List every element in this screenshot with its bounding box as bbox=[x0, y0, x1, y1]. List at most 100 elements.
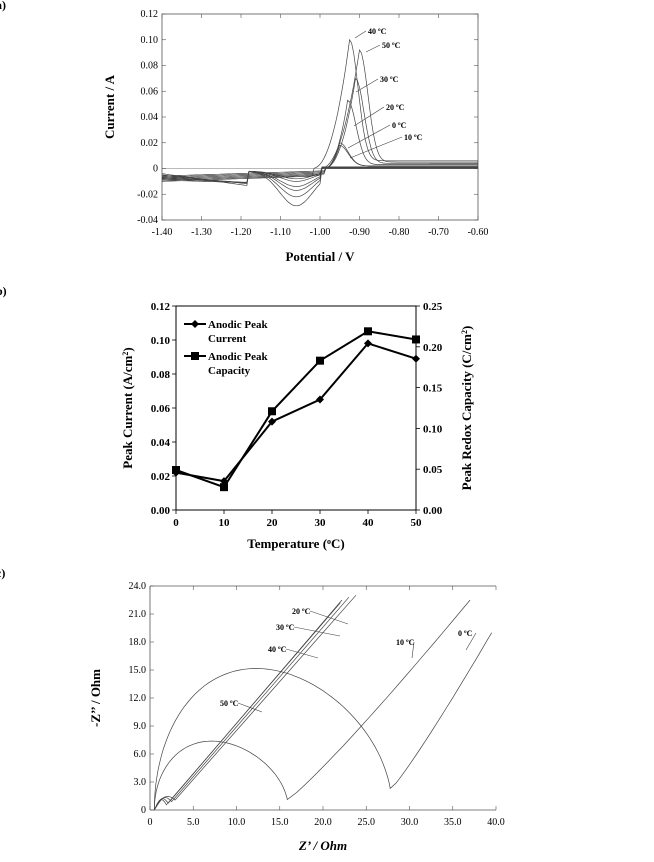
nyquist-series-line bbox=[154, 595, 357, 811]
nyquist-series-line bbox=[153, 632, 493, 811]
nyquist-annotation-leader bbox=[237, 702, 263, 713]
cv-x-tick-label: -1.10 bbox=[270, 227, 291, 238]
temp-y2-tick-label: 0.10 bbox=[423, 423, 443, 435]
nyquist-y-tick-label: 9.0 bbox=[134, 721, 147, 732]
nyquist-x-axis-label: Z’ / Ohm bbox=[298, 838, 347, 853]
temp-series-line bbox=[175, 330, 417, 489]
nyquist-x-tick-label: 10.0 bbox=[228, 817, 246, 828]
nyquist-series-line bbox=[153, 602, 341, 811]
temp-y-tick-label: 0.10 bbox=[151, 335, 171, 347]
nyquist-series-annotation: 10 ºC bbox=[396, 638, 415, 647]
nyquist-x-tick-label: 30.0 bbox=[401, 817, 419, 828]
cv-y-tick-label: 0.08 bbox=[141, 61, 159, 72]
nyquist-series-line bbox=[153, 599, 343, 811]
temp-plot: 0 10 20 30 40 500.000.020.040.060.080.100.120… bbox=[151, 301, 443, 529]
nyquist-series-line bbox=[153, 599, 471, 811]
cv-y-tick-label: -0.04 bbox=[137, 215, 158, 226]
temp-y2-tick-label: 0.25 bbox=[423, 301, 443, 313]
cv-annotation-leader bbox=[355, 78, 379, 93]
nyquist-series-annotation: 30 ºC bbox=[276, 623, 295, 632]
cv-annotation-leader bbox=[349, 136, 403, 159]
nyquist-y-tick-label: 24.0 bbox=[129, 581, 147, 592]
temp-y-tick-label: 0.00 bbox=[151, 505, 171, 517]
cv-x-tick-label: -1.40 bbox=[152, 227, 173, 238]
cv-series-line bbox=[162, 99, 478, 187]
cv-series-annotation: 0 ºC bbox=[392, 121, 407, 130]
cv-series-line bbox=[162, 77, 478, 191]
nyquist-x-tick-label: 20.0 bbox=[314, 817, 332, 828]
temp-x-tick-label: 10 bbox=[219, 517, 231, 529]
legend-label-line2: Capacity bbox=[208, 365, 251, 377]
temp-x-tick-label: 50 bbox=[411, 517, 423, 529]
cv-y-tick-label: 0.06 bbox=[141, 86, 159, 97]
cv-y-tick-label: 0.04 bbox=[141, 112, 159, 123]
cv-x-tick-label: -0.80 bbox=[389, 227, 410, 238]
nyquist-series-line bbox=[153, 596, 350, 811]
cv-y-tick-label: -0.02 bbox=[137, 189, 158, 200]
nyquist-series-annotation: 20 ºC bbox=[292, 607, 311, 616]
temp-x-tick-label: 30 bbox=[315, 517, 327, 529]
panel-label-c: c) bbox=[0, 566, 6, 580]
nyquist-y-tick-label: 0 bbox=[141, 805, 146, 816]
legend-label: Anodic Peak bbox=[208, 319, 268, 331]
legend-label-line2: Current bbox=[208, 333, 247, 345]
nyquist-annotation-leader bbox=[293, 626, 341, 637]
temp-point-square bbox=[316, 356, 324, 365]
temp-point-diamond bbox=[316, 395, 324, 404]
nyquist-x-tick-label: 25.0 bbox=[358, 817, 376, 828]
nyquist-y-tick-label: 21.0 bbox=[129, 609, 147, 620]
cv-plot: -1.40 -1.30 -1.20 -1.10 -1.00 -0.90 -0.80 -0.70… bbox=[102, 9, 488, 264]
cv-series-line bbox=[162, 144, 478, 184]
cv-series-annotation: 40 ºC bbox=[368, 27, 387, 36]
nyquist-series-annotation: 50 ºC bbox=[220, 699, 239, 708]
temp-x-tick-label: 40 bbox=[363, 517, 375, 529]
nyquist-series-annotation: 40 ºC bbox=[268, 645, 287, 654]
nyquist-annotation-leader bbox=[411, 641, 415, 659]
cv-x-axis-label: Potential / V bbox=[285, 249, 355, 264]
panel-label-b: b) bbox=[0, 284, 7, 298]
cv-series-annotation: 20 ºC bbox=[386, 103, 405, 112]
nyquist-y-axis-label: -Z’’ / Ohm bbox=[88, 669, 103, 727]
temp-point-diamond bbox=[412, 354, 420, 363]
cv-annotation-leader bbox=[353, 106, 385, 127]
temp-y2-tick-label: 0.20 bbox=[423, 342, 443, 354]
nyquist-annotation-leader bbox=[309, 610, 349, 625]
cv-series-annotation: 50 ºC bbox=[382, 41, 401, 50]
temp-point-square bbox=[364, 327, 372, 336]
temp-point-square bbox=[268, 407, 276, 416]
nyquist-y-tick-label: 6.0 bbox=[134, 749, 147, 760]
temp-x-tick-label: 0 bbox=[173, 517, 179, 529]
temp-point-square bbox=[412, 335, 420, 344]
cv-x-tick-label: -0.70 bbox=[428, 227, 449, 238]
temp-point-square bbox=[172, 466, 180, 475]
cv-series-annotation: 10 ºC bbox=[404, 133, 423, 142]
nyquist-x-tick-label: 0 bbox=[148, 817, 153, 828]
temp-y2-tick-label: 0.05 bbox=[423, 464, 443, 476]
legend-marker-square bbox=[191, 352, 199, 360]
legend-label: Anodic Peak bbox=[208, 351, 268, 363]
cv-y-tick-label: 0.12 bbox=[141, 9, 159, 20]
nyquist-y-tick-label: 12.0 bbox=[129, 693, 147, 704]
cv-plot-frame bbox=[161, 13, 479, 221]
nyquist-x-tick-label: 15.0 bbox=[271, 817, 289, 828]
cv-x-tick-label: -0.60 bbox=[468, 227, 489, 238]
nyquist-series-annotation: 0 ºC bbox=[458, 629, 473, 638]
nyquist-y-tick-label: 3.0 bbox=[134, 777, 147, 788]
cv-series-annotation: 30 ºC bbox=[380, 75, 399, 84]
nyquist-x-tick-label: 5.0 bbox=[187, 817, 200, 828]
nyquist-annotation-leader bbox=[465, 632, 477, 651]
temp-point-diamond bbox=[364, 339, 372, 348]
cv-y-tick-label: 0.02 bbox=[141, 138, 159, 149]
temp-y-tick-label: 0.04 bbox=[151, 437, 171, 449]
temp-y-tick-label: 0.02 bbox=[151, 471, 171, 483]
temp-series-line bbox=[175, 342, 417, 483]
nyquist-x-tick-label: 40.0 bbox=[487, 817, 505, 828]
temp-point-square bbox=[220, 483, 228, 492]
cv-series-line bbox=[162, 49, 478, 198]
cv-annotation-leader bbox=[354, 30, 367, 39]
cv-x-tick-label: -1.20 bbox=[231, 227, 252, 238]
cv-x-tick-label: -0.90 bbox=[349, 227, 370, 238]
cv-x-tick-label: -1.00 bbox=[310, 227, 331, 238]
nyquist-plot: 0 5.0 10.0 15.0 20.0 25.0 30.0 35.0 40.0 0 3.0 6.0 9… bbox=[88, 581, 505, 853]
